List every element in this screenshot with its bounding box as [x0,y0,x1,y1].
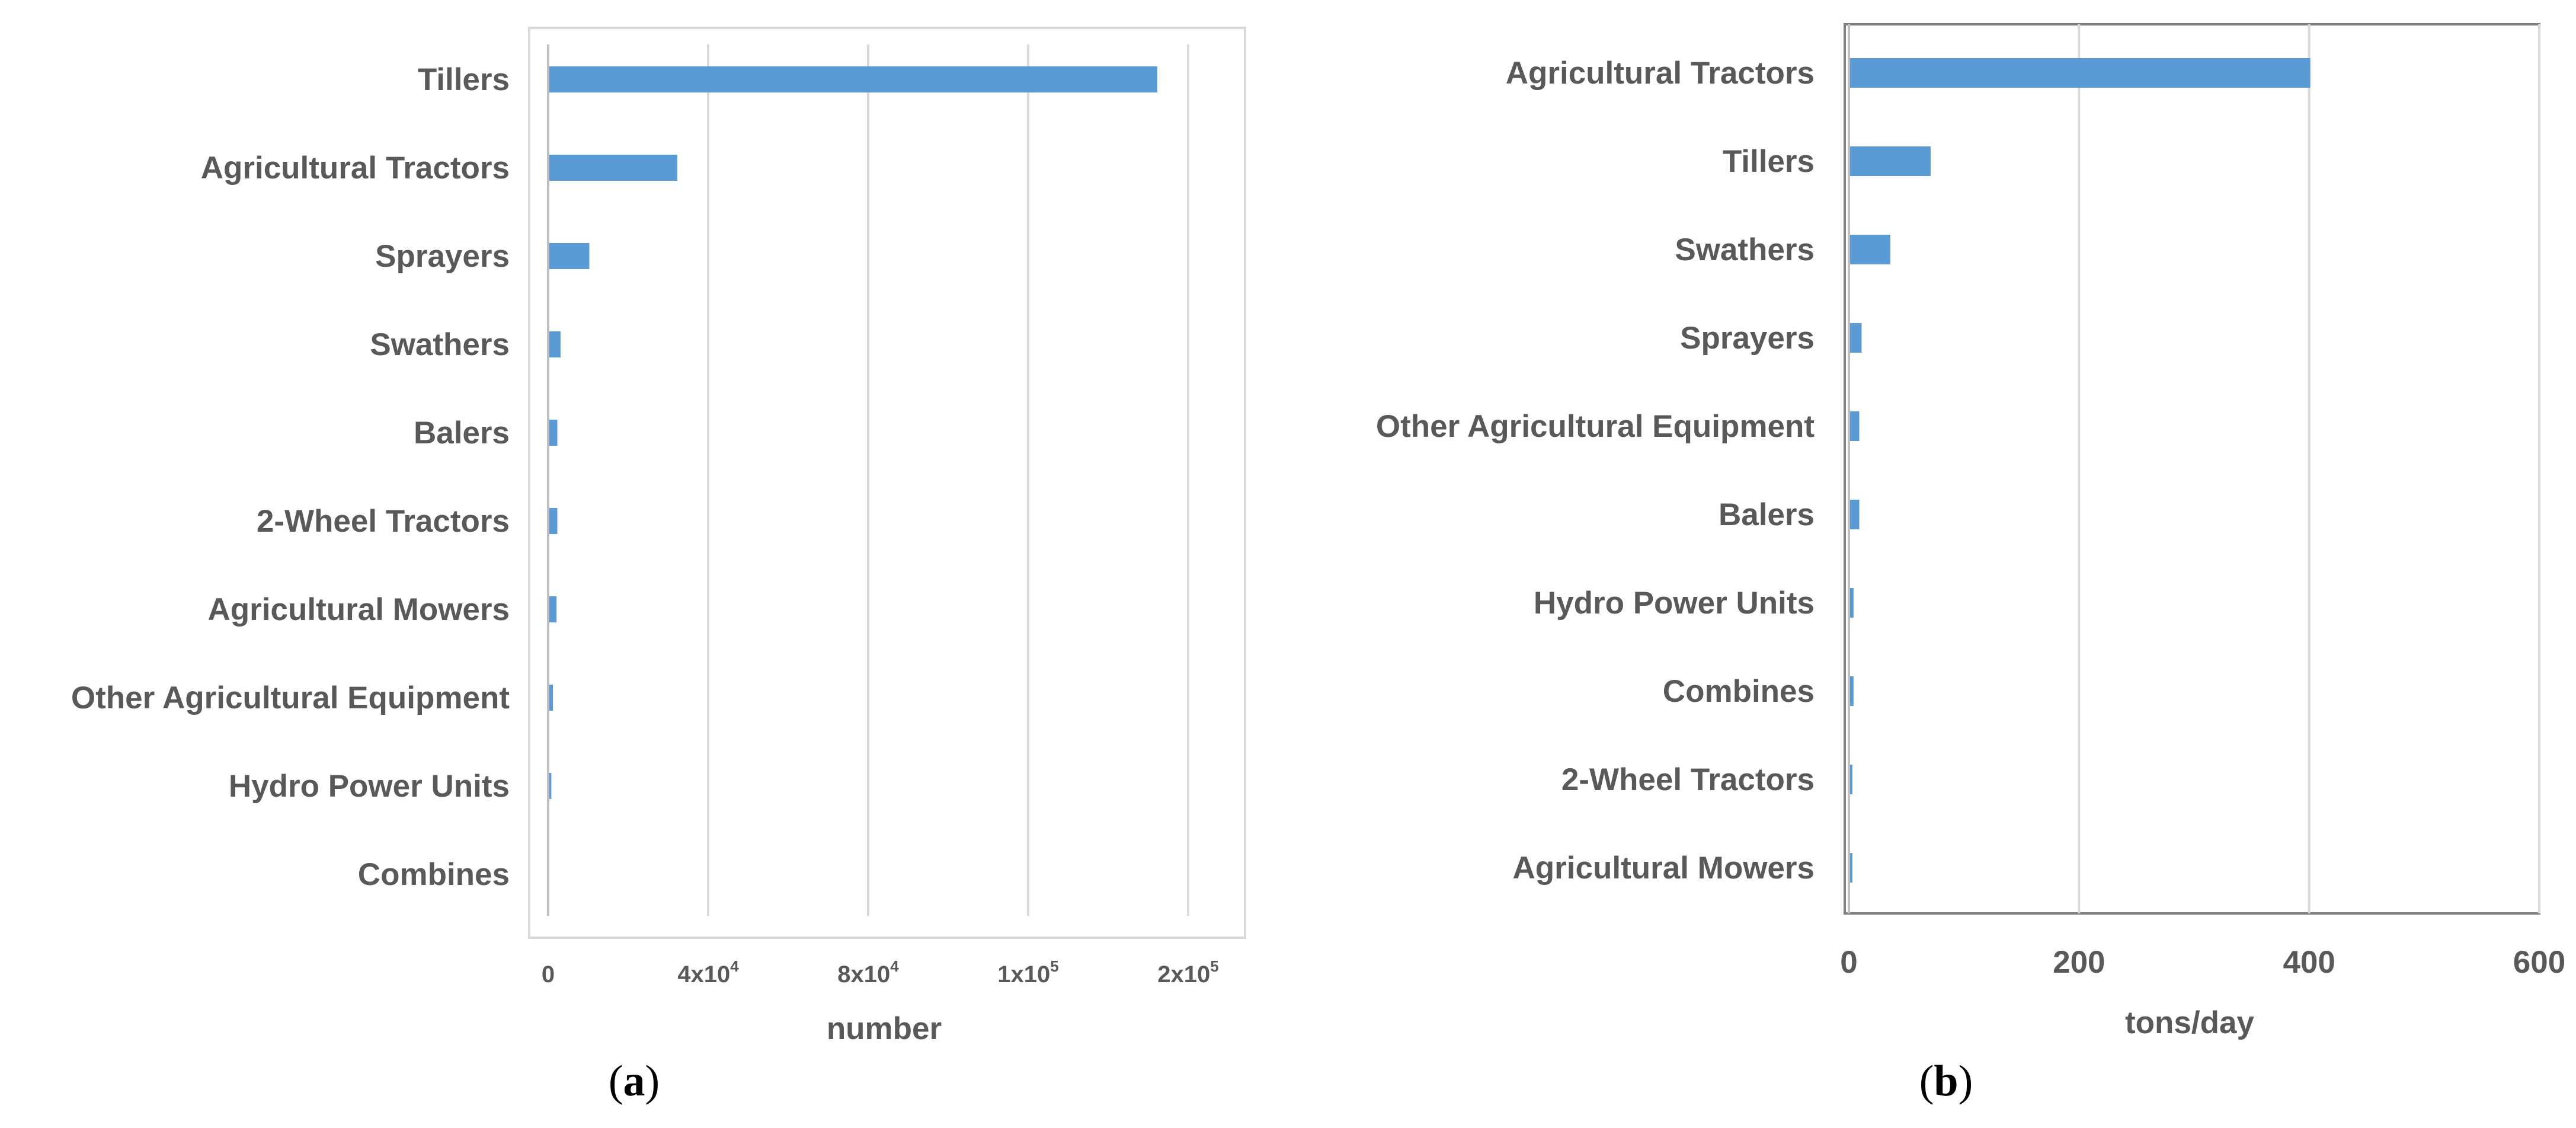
panel-label-b-letter: b [1934,1057,1958,1105]
tick-base: 600 [2513,945,2565,980]
chart-b-tick-labels: 0 200 400 600 [1840,945,2565,980]
tick-exponent: 4 [730,957,739,975]
chart-a-x-tick-label: 0 [542,961,555,988]
chart-b-bar [1850,323,1862,353]
panel-label-a-letter: a [623,1057,645,1105]
chart-b-x-tick-label: 0 [1840,945,1857,980]
chart-b-category-label: Balers [1719,497,1815,532]
chart-a-category-label: Swathers [370,327,510,362]
chart-b-category-label: Sprayers [1680,321,1815,356]
chart-b-category-label: Tillers [1723,144,1815,179]
chart-a-bar [549,243,590,269]
chart-b-bar [1850,853,1852,883]
chart-a-category-label: Sprayers [375,239,510,274]
chart-a-category-label: Other Agricultural Equipment [71,680,510,715]
chart-a-category-label: Hydro Power Units [229,769,510,804]
chart-b-category-label: Agricultural Tractors [1506,56,1815,91]
chart-a-category-label: Agricultural Tractors [201,151,510,186]
chart-b-category-label: Agricultural Mowers [1513,851,1815,886]
chart-b-bar [1850,500,1860,529]
chart-a-bar [549,685,553,711]
chart-b-bar [1850,765,1852,794]
chart-b-category-label: Combines [1663,674,1815,709]
chart-b-category-label: Hydro Power Units [1534,586,1815,621]
chart-b-bar [1850,676,1854,706]
chart-a-bar [549,508,558,534]
tick-base: 200 [2053,945,2105,980]
tick-exponent: 5 [1050,957,1058,975]
panel-label-b: (b) [1919,1057,1973,1105]
chart-a-category-label: Tillers [418,62,510,97]
chart-b-bar [1850,58,2311,88]
tick-base: 400 [2283,945,2335,980]
tick-exponent: 5 [1210,957,1218,975]
chart-a-category-labels: Tillers Agricultural Tractors Sprayers Swat… [71,62,510,892]
chart-a-bar [549,596,557,622]
tick-base: 0 [542,961,555,988]
chart-b-x-tick-label: 200 [2053,945,2105,980]
chart-a-x-tick-label: 8x104 [837,957,899,988]
chart-a-x-tick-label: 1x105 [997,957,1058,988]
chart-b-bars [1850,58,2311,883]
tick-exponent: 4 [890,957,899,975]
tick-base: 0 [1840,945,1857,980]
panel-label-a: (a) [609,1057,660,1105]
chart-a-bar [549,331,561,357]
chart-a-category-label: 2-Wheel Tractors [257,504,510,539]
chart-a-bar [549,773,552,799]
tick-base: 4x10 [677,961,730,988]
chart-b-x-tick-label: 400 [2283,945,2335,980]
tick-base: 2x10 [1157,961,1210,988]
chart-a-category-label: Balers [414,416,510,450]
chart-b-frame [1844,23,2540,915]
chart-b-bar [1850,235,1890,264]
chart-b-bar [1850,588,1854,618]
chart-a-bar [549,420,558,446]
chart-b-bar [1850,411,1860,441]
chart-b: Agricultural Tractors Tillers Swathers Spra… [1376,23,2565,1040]
chart-a-x-tick-label: 2x105 [1157,957,1218,988]
chart-a-x-axis-label: number [827,1011,942,1046]
chart-a-gridlines [707,44,1189,916]
chart-a: Tillers Agricultural Tractors Sprayers Swat… [71,27,1246,1046]
chart-a-bar [549,155,677,181]
chart-b-category-label: 2-Wheel Tractors [1561,762,1815,797]
chart-a-bars [549,66,1157,799]
chart-b-category-label: Swathers [1675,232,1815,267]
chart-b-gridlines [2078,24,2540,913]
chart-a-category-label: Agricultural Mowers [208,592,510,627]
chart-b-category-label: Other Agricultural Equipment [1376,409,1815,444]
chart-a-bar [549,66,1157,92]
tick-base: 8x10 [837,961,890,988]
chart-b-bar [1850,146,1931,176]
chart-a-tick-labels: 0 4x104 8x104 1x105 2x105 [542,957,1219,988]
chart-a-category-label: Combines [358,857,510,892]
chart-b-x-tick-label: 600 [2513,945,2565,980]
chart-b-x-axis-label: tons/day [2125,1005,2254,1040]
tick-base: 1x10 [997,961,1050,988]
chart-a-x-tick-label: 4x104 [677,957,739,988]
chart-b-category-labels: Agricultural Tractors Tillers Swathers Spra… [1376,56,1815,886]
